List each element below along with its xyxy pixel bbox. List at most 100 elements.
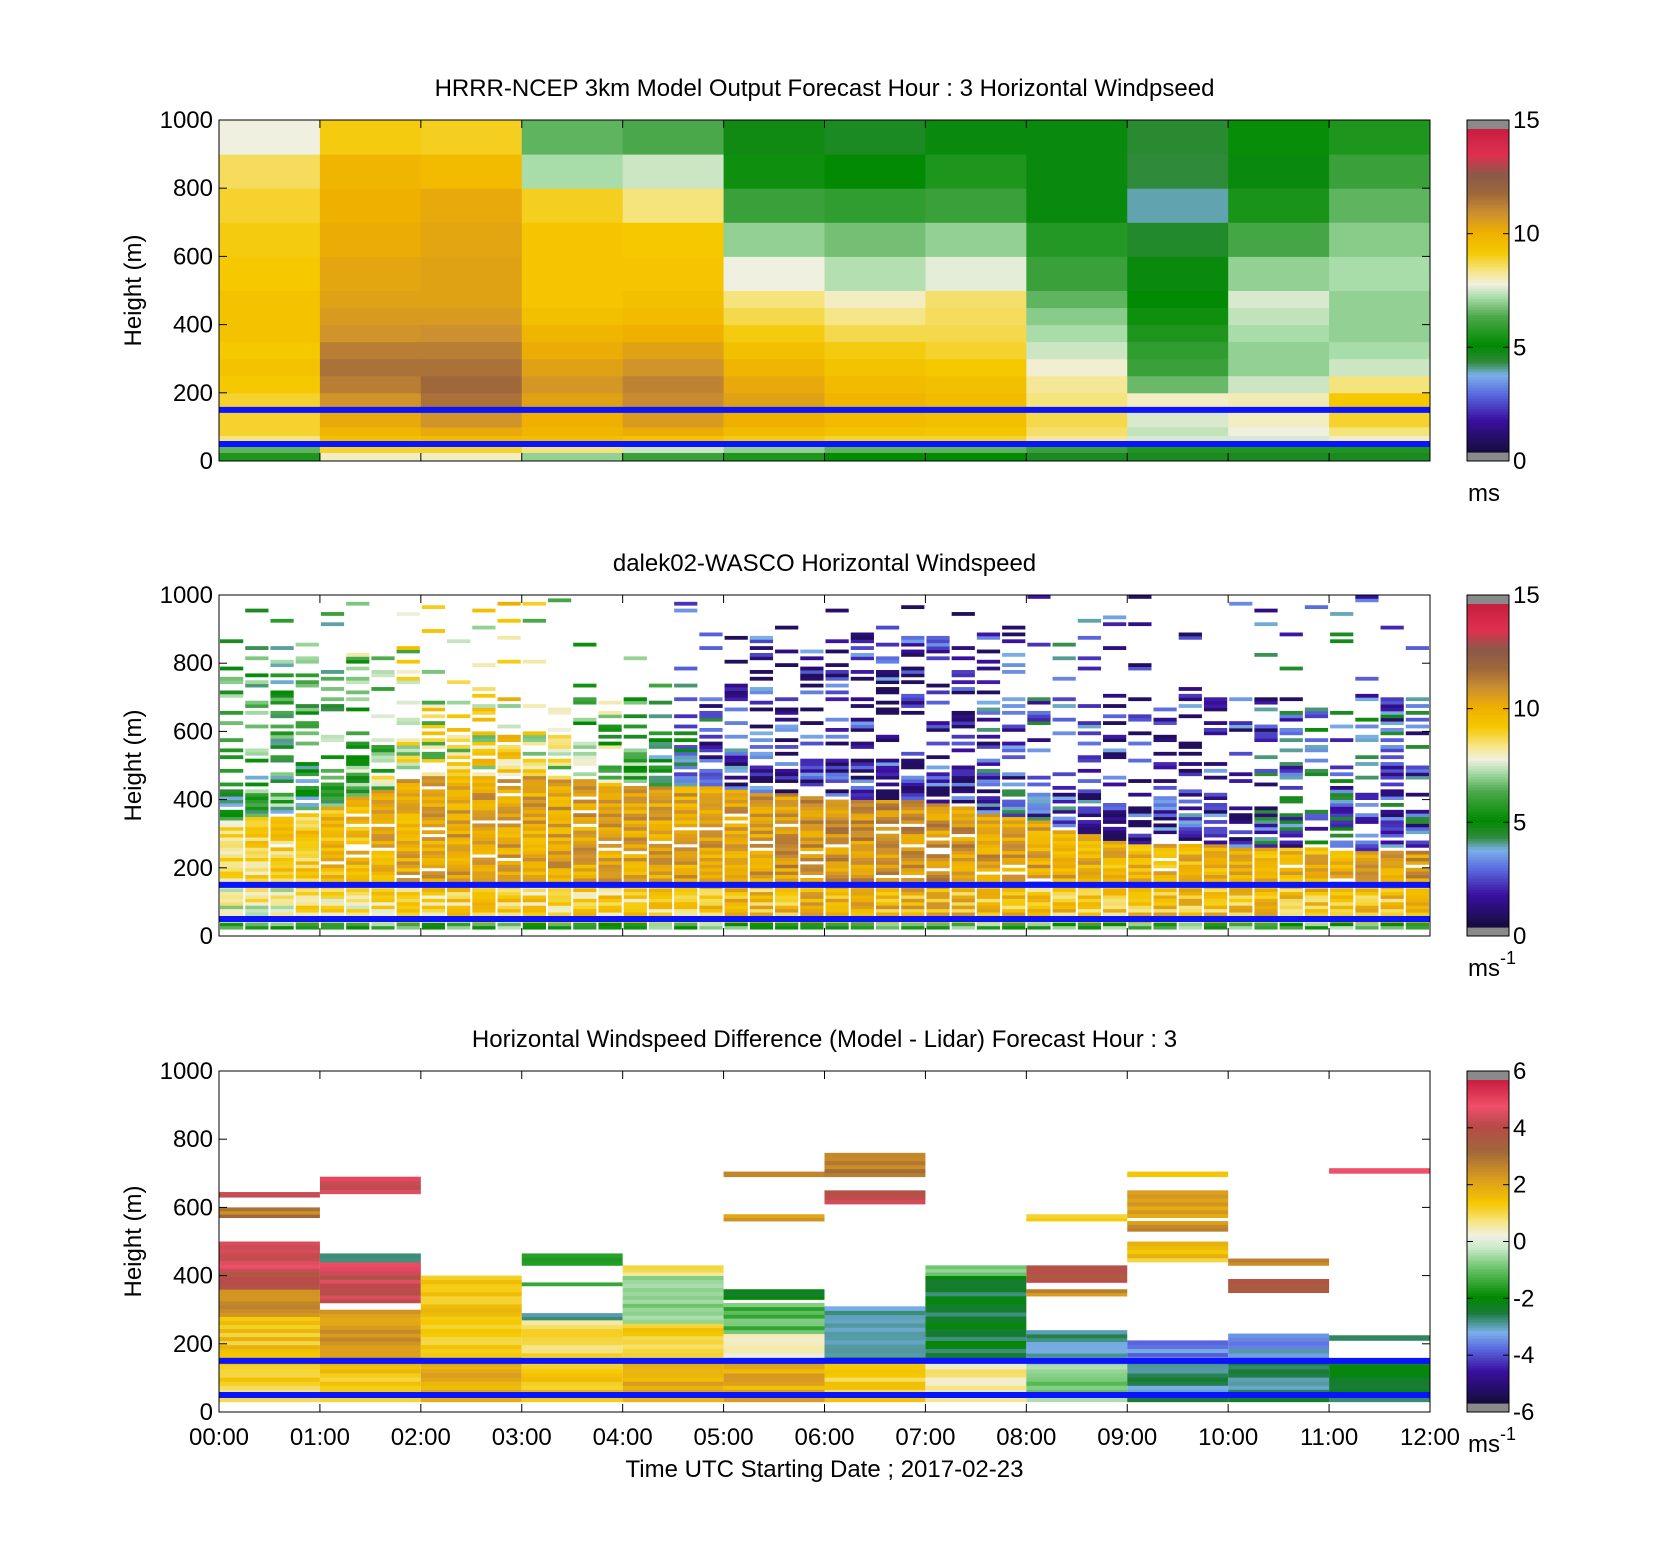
heatmap-cell (1254, 871, 1278, 876)
heatmap-cell (1405, 857, 1429, 862)
heatmap-cell (723, 341, 825, 360)
heatmap-cell (674, 922, 698, 927)
heatmap-cell (699, 741, 723, 746)
heatmap-cell (926, 646, 950, 650)
heatmap-cell (1153, 888, 1177, 893)
heatmap-cell (1229, 697, 1253, 702)
heatmap-cell (396, 905, 420, 910)
heatmap-cell (699, 830, 723, 835)
heatmap-cell (346, 895, 370, 899)
heatmap-cell (976, 649, 1001, 654)
heatmap-cell (1330, 908, 1354, 913)
heatmap-cell (901, 779, 925, 783)
heatmap-cell (396, 789, 420, 794)
heatmap-cell (421, 738, 446, 743)
heatmap-cell (1127, 435, 1229, 445)
heatmap-cell (825, 905, 849, 910)
heatmap-cell (1153, 738, 1177, 743)
heatmap-cell (800, 806, 824, 811)
heatmap-cell (775, 799, 799, 804)
heatmap-cell (1026, 290, 1128, 309)
heatmap-cell (295, 768, 319, 773)
colorbar-swatch (1467, 665, 1509, 670)
heatmap-cell (421, 714, 446, 719)
heatmap-cell (1052, 864, 1076, 869)
heatmap-cell (1405, 922, 1429, 927)
heatmap-band (622, 1311, 724, 1316)
y-tick-label: 600 (173, 243, 213, 270)
heatmap-cell (421, 823, 446, 828)
heatmap-cell (371, 922, 395, 927)
heatmap-cell (1229, 901, 1253, 906)
heatmap-cell (421, 806, 446, 811)
heatmap-cell (749, 898, 774, 903)
heatmap-band (723, 1353, 825, 1358)
colorbar-swatch (1467, 1125, 1509, 1130)
heatmap-cell (1026, 375, 1128, 394)
heatmap-cell (699, 717, 723, 722)
heatmap-cell (1330, 632, 1354, 637)
heatmap-cell (421, 792, 446, 797)
colorbar-swatch (1467, 867, 1509, 872)
colorbar-swatch (1467, 1096, 1509, 1100)
heatmap-cell (674, 758, 698, 763)
heatmap-cell (346, 676, 370, 681)
heatmap-cell (775, 816, 799, 821)
heatmap-band (622, 1295, 724, 1300)
heatmap-cell (623, 888, 647, 893)
heatmap-cell (800, 707, 824, 712)
heatmap-cell (522, 888, 546, 893)
heatmap-cell (270, 891, 294, 896)
heatmap-band (1228, 1333, 1330, 1338)
heatmap-cell (901, 925, 925, 930)
heatmap-cell (447, 823, 471, 828)
heatmap-cell (901, 826, 925, 831)
heatmap-cell (674, 738, 698, 743)
heatmap-band (824, 1348, 926, 1353)
heatmap-cell (875, 796, 900, 800)
heatmap-band (1127, 1194, 1229, 1199)
heatmap-cell (775, 843, 799, 848)
heatmap-cell (901, 816, 925, 821)
heatmap-cell (1355, 843, 1379, 848)
heatmap-cell (623, 874, 647, 879)
heatmap-cell (521, 358, 624, 377)
heatmap-band (219, 1332, 320, 1338)
heatmap-cell (320, 768, 345, 773)
heatmap-cell (1026, 324, 1128, 343)
heatmap-cell (749, 707, 774, 712)
heatmap-cell (1103, 738, 1127, 743)
heatmap-cell (371, 850, 395, 855)
heatmap-cell (850, 837, 874, 841)
heatmap-band (824, 1335, 926, 1341)
heatmap-cell (674, 782, 698, 787)
heatmap-cell (1153, 721, 1177, 725)
heatmap-cell (521, 341, 624, 360)
heatmap-cell (648, 792, 673, 797)
heatmap-cell (497, 922, 521, 927)
heatmap-band (925, 1320, 1027, 1325)
heatmap-cell (1330, 860, 1354, 865)
heatmap-cell (421, 670, 446, 674)
heatmap-cell (1103, 646, 1127, 650)
heatmap-cell (699, 860, 723, 865)
heatmap-cell (1380, 922, 1404, 927)
heatmap-cell (1153, 891, 1177, 896)
heatmap-cell (648, 908, 673, 913)
heatmap-cell (622, 188, 725, 223)
heatmap-cell (371, 820, 395, 824)
heatmap-cell (1002, 860, 1026, 865)
heatmap-cell (522, 857, 546, 862)
heatmap-cell (674, 847, 698, 852)
heatmap-cell (1153, 813, 1177, 818)
heatmap-cell (951, 779, 975, 783)
heatmap-cell (421, 775, 446, 780)
heatmap-cell (1380, 857, 1404, 862)
heatmap-cell (1002, 704, 1026, 708)
heatmap-cell (1380, 755, 1404, 760)
heatmap-cell (1103, 622, 1127, 627)
heatmap-cell (1128, 878, 1152, 882)
colorbar-cap (1467, 452, 1509, 461)
heatmap-cell (1229, 888, 1253, 893)
heatmap-cell (573, 840, 597, 845)
